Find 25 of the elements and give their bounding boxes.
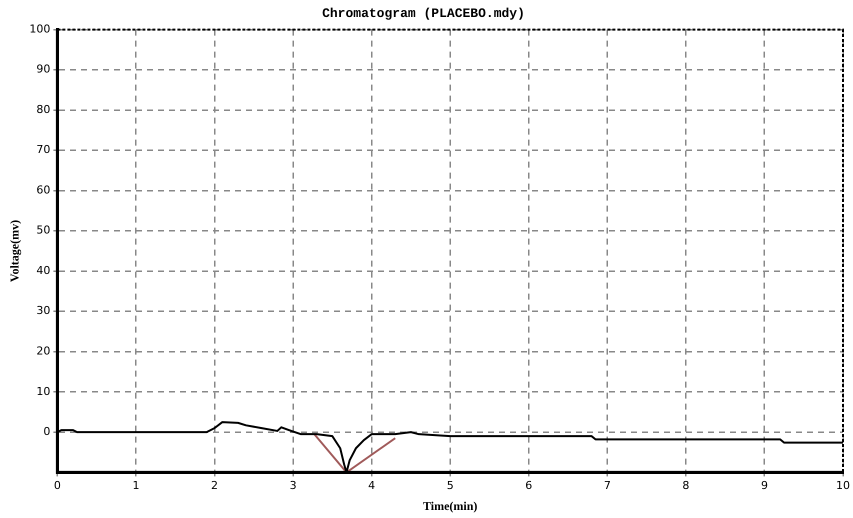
y-tick-label: 30 [36, 304, 50, 318]
y-tick-label: 60 [36, 183, 50, 196]
y-tick-label: 50 [36, 224, 50, 237]
y-tick-label: 40 [36, 264, 50, 277]
x-axis-title: Time(min) [422, 498, 478, 513]
x-tick-label: 4 [368, 478, 376, 492]
y-tick-label: 80 [36, 102, 50, 116]
y-tick-label: 100 [29, 22, 50, 36]
x-tick-label: 6 [525, 478, 532, 492]
y-tick-label: 20 [36, 344, 50, 358]
x-tick-label: 5 [446, 478, 454, 492]
chart-title: Chromatogram (PLACEBO.mdy) [322, 6, 525, 22]
x-tick-label: 9 [760, 478, 768, 492]
y-tick-label: 70 [36, 143, 50, 156]
x-tick-label: 7 [604, 478, 611, 492]
x-tick-label: 0 [54, 478, 61, 492]
y-axis-title: Voltage(mv) [7, 220, 22, 282]
y-tick-label: 0 [43, 425, 50, 438]
x-tick-label: 1 [132, 478, 140, 492]
x-tick-label: 2 [211, 478, 218, 492]
x-tick-label: 3 [290, 478, 297, 492]
y-tick-label: 10 [36, 384, 50, 398]
y-tick-label: 90 [36, 62, 50, 76]
x-tick-label: 10 [836, 478, 850, 492]
x-tick-label: 8 [682, 478, 690, 492]
